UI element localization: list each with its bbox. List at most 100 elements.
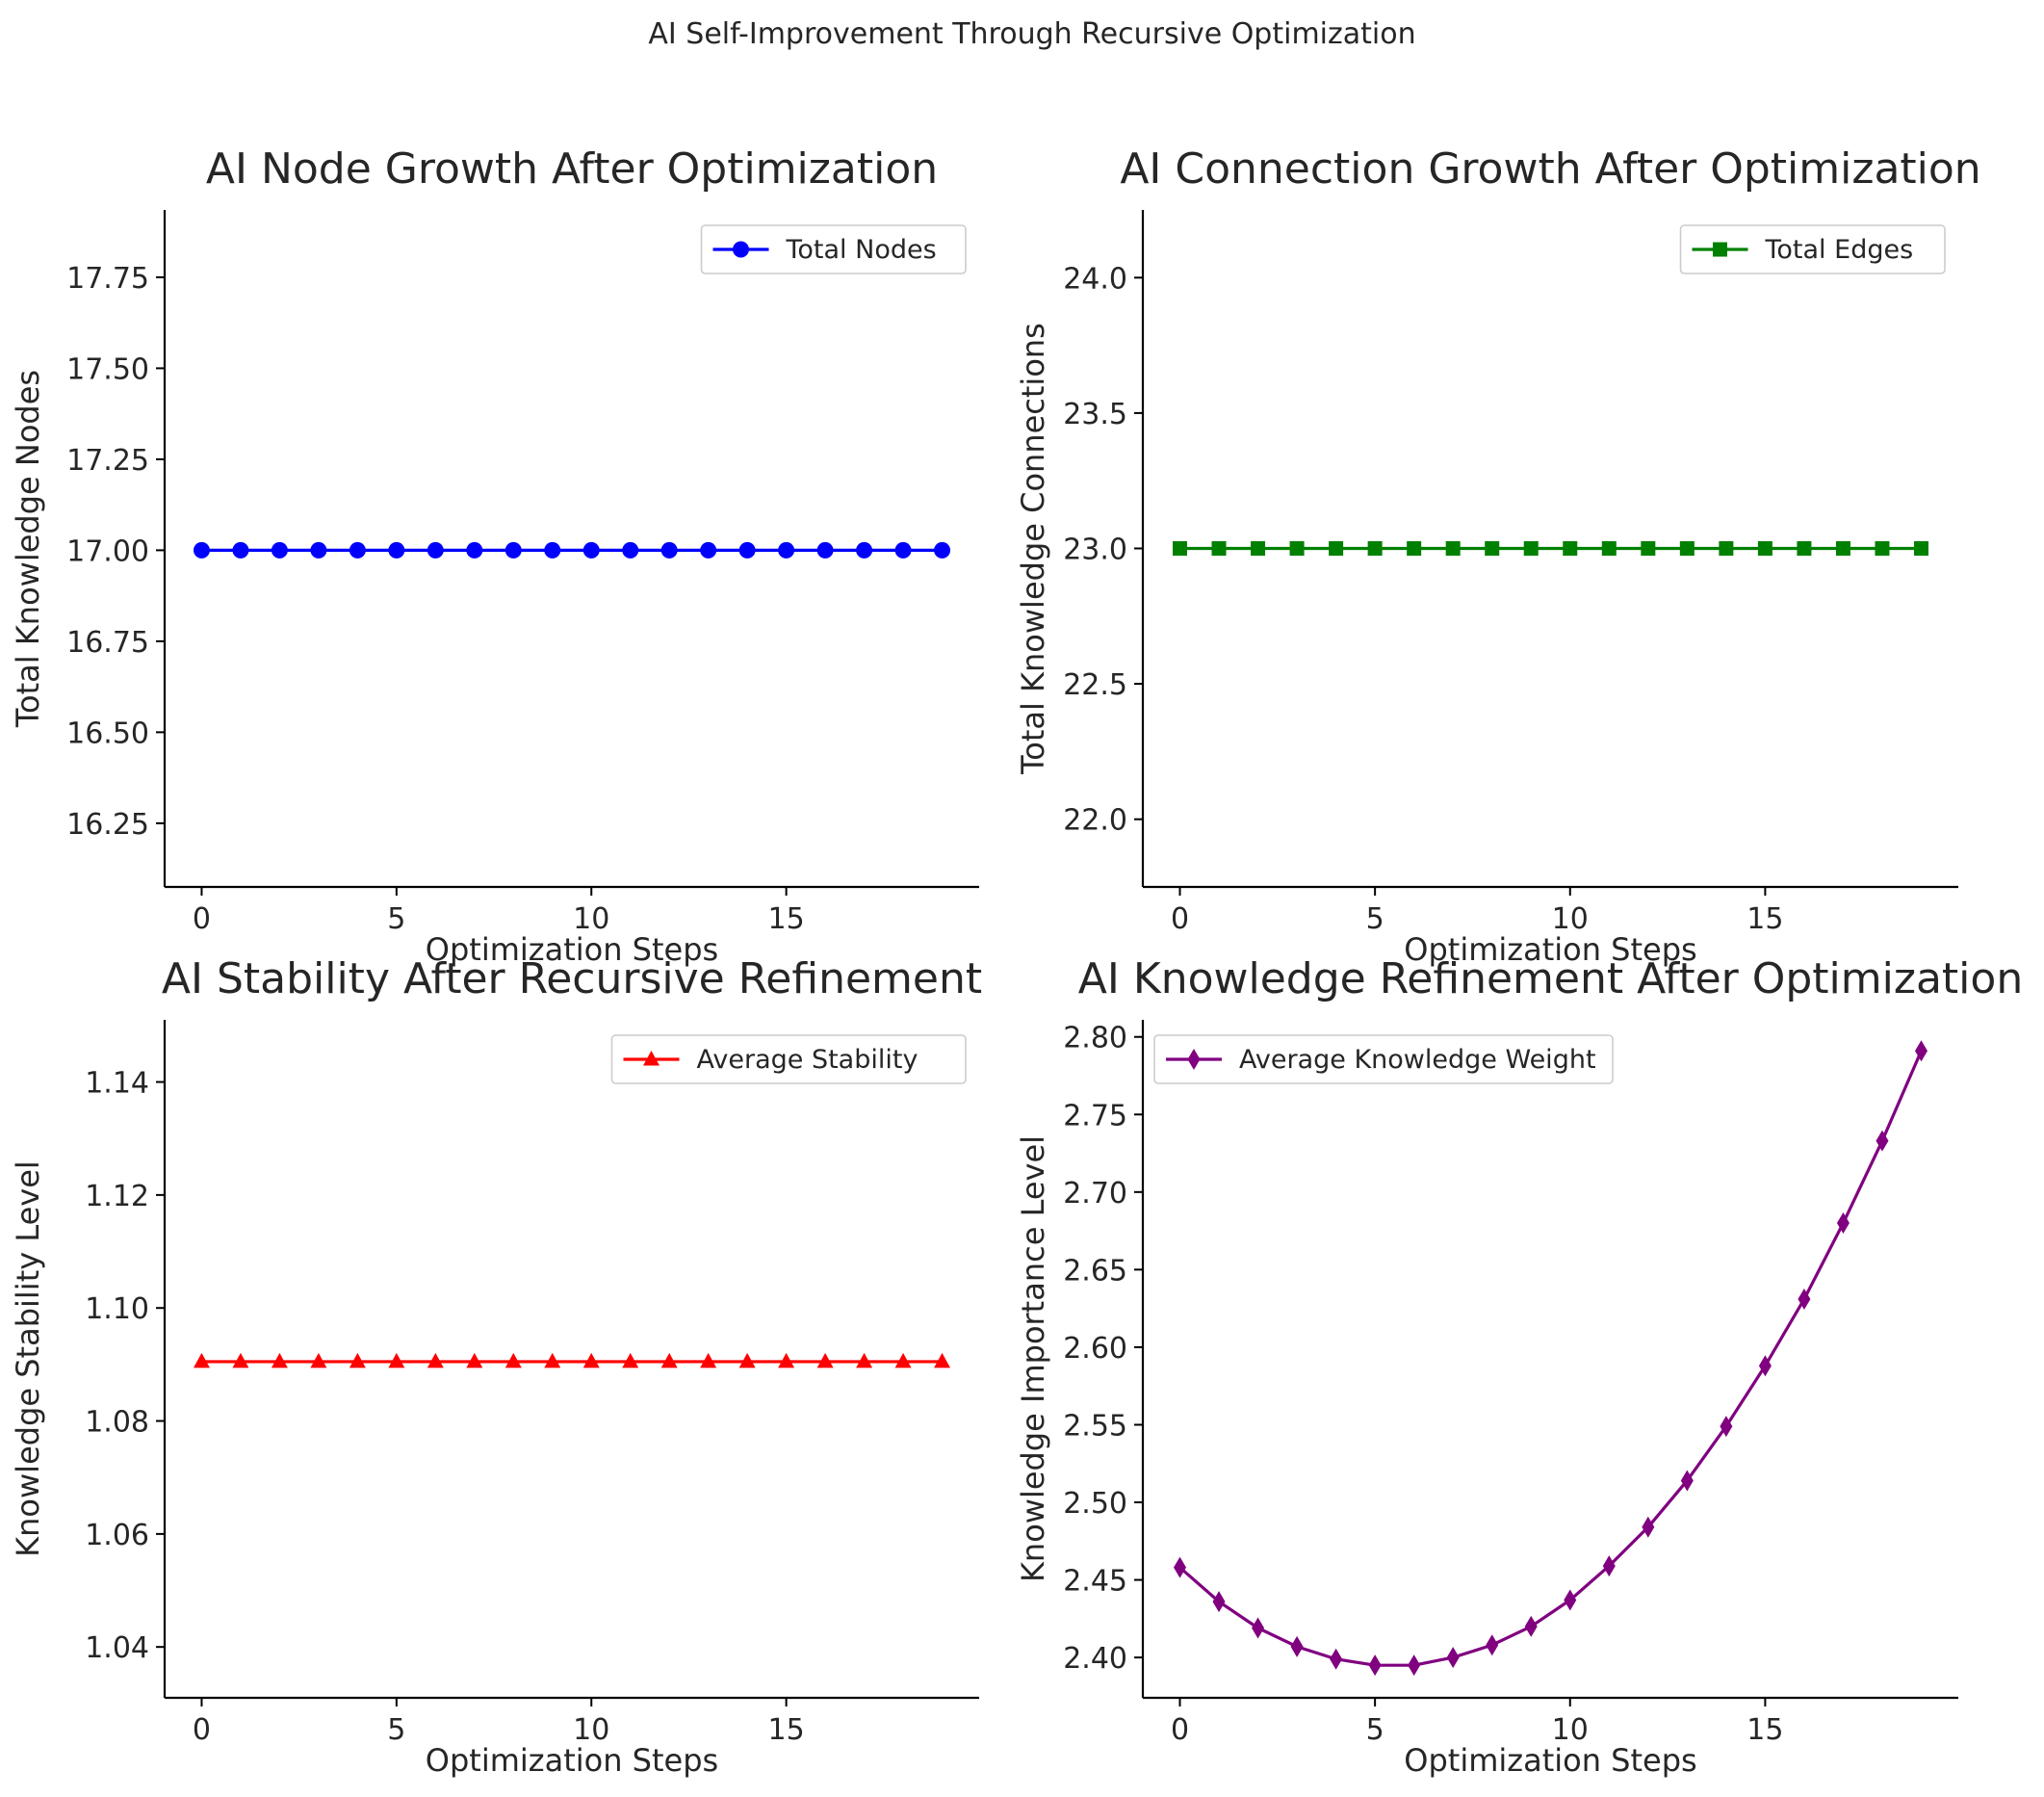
- data-point: [934, 541, 951, 559]
- data-point: [894, 541, 912, 559]
- y-tick-label: 2.65: [1063, 1254, 1127, 1288]
- data-point: [816, 1352, 834, 1368]
- data-point: [544, 1352, 561, 1368]
- data-point: [1757, 541, 1772, 556]
- x-tick-label: 5: [387, 902, 405, 936]
- legend-box: [1153, 1034, 1614, 1084]
- data-point: [856, 1352, 873, 1368]
- data-point: [1601, 541, 1617, 556]
- data-point: [1330, 1648, 1343, 1670]
- x-axis-label: Optimization Steps: [1404, 931, 1696, 968]
- data-point: [232, 1352, 249, 1368]
- data-point: [466, 1352, 483, 1368]
- y-tick-label: 22.0: [1063, 804, 1127, 838]
- legend-label: Average Stability: [697, 1045, 919, 1075]
- y-axis-label: Total Knowledge Connections: [1015, 323, 1051, 775]
- legend-box: [1679, 224, 1946, 274]
- subplots: AI Node Growth After Optimization 0 5 10 15 1…: [10, 144, 2023, 1779]
- data-point: [1290, 1635, 1304, 1657]
- series-line: [1178, 1050, 1923, 1667]
- data-point: [271, 1352, 288, 1368]
- data-point: [1680, 1470, 1694, 1492]
- data-point: [700, 1352, 717, 1368]
- data-point: [1173, 541, 1187, 556]
- data-point: [1679, 541, 1695, 556]
- y-tick-label: 2.50: [1063, 1487, 1127, 1521]
- y-tick-label: 22.5: [1063, 668, 1127, 702]
- data-point: [310, 1352, 327, 1368]
- subplot-3: AI Stability After Recursive Refinement 0…: [10, 954, 982, 1779]
- legend-box: [700, 224, 967, 274]
- axis-title: AI Stability After Recursive Refinement: [162, 954, 982, 1003]
- data-point: [1485, 541, 1500, 556]
- data-point: [1445, 541, 1461, 556]
- data-point: [1486, 1634, 1499, 1656]
- y-tick-label: 2.70: [1063, 1177, 1127, 1211]
- data-point: [1289, 541, 1305, 556]
- legend-marker: [1713, 242, 1727, 257]
- data-point: [1719, 541, 1734, 556]
- legend-box: [610, 1034, 967, 1084]
- data-point: [466, 541, 483, 559]
- legend-marker: [1187, 1049, 1201, 1070]
- data-point: [700, 541, 717, 559]
- subplot-2: AI Connection Growth After Optimization 0…: [1015, 144, 1981, 968]
- y-tick-label: 17.00: [66, 534, 149, 568]
- y-tick-label: 16.25: [66, 808, 149, 842]
- y-tick-label: 2.80: [1063, 1022, 1127, 1055]
- data-point: [1212, 1591, 1226, 1613]
- x-tick-label: 0: [1171, 902, 1189, 936]
- data-point: [1914, 541, 1928, 556]
- y-tick-label: 23.5: [1063, 398, 1127, 431]
- data-point: [582, 1352, 600, 1368]
- data-point: [1252, 1617, 1265, 1639]
- y-tick-label: 1.14: [85, 1067, 149, 1101]
- x-tick-label: 15: [1746, 1713, 1783, 1747]
- data-point: [388, 1352, 405, 1368]
- data-point: [660, 541, 678, 559]
- x-tick-label: 15: [1746, 902, 1783, 936]
- data-point: [193, 1352, 210, 1368]
- data-point: [310, 541, 327, 559]
- data-point: [1642, 1516, 1655, 1538]
- data-point: [1835, 541, 1850, 556]
- data-point: [934, 1352, 951, 1368]
- x-axis-label: Optimization Steps: [426, 1742, 718, 1779]
- y-tick-label: 17.75: [66, 262, 149, 296]
- data-point: [232, 541, 249, 559]
- data-point: [738, 1352, 756, 1368]
- figure-suptitle: AI Self-Improvement Through Recursive Op…: [648, 17, 1415, 51]
- y-tick-label: 1.06: [85, 1519, 149, 1552]
- data-point: [778, 1352, 795, 1368]
- data-point: [427, 541, 444, 559]
- axis-title: AI Knowledge Refinement After Optimizati…: [1078, 954, 2023, 1003]
- data-point: [1797, 541, 1812, 556]
- data-point: [1407, 541, 1422, 556]
- data-point: [1564, 1589, 1577, 1611]
- data-point: [1446, 1647, 1460, 1669]
- data-point: [1524, 1615, 1538, 1637]
- data-point: [778, 541, 795, 559]
- subplot-1: AI Node Growth After Optimization 0 5 10 15 1…: [10, 144, 979, 968]
- data-point: [622, 541, 639, 559]
- y-tick-label: 2.45: [1063, 1565, 1127, 1599]
- data-point: [856, 541, 873, 559]
- data-point: [544, 541, 561, 559]
- y-tick-label: 17.50: [66, 352, 149, 386]
- data-point: [388, 541, 405, 559]
- legend-label: Total Edges: [1765, 235, 1914, 265]
- data-point: [1758, 1355, 1772, 1377]
- x-tick-label: 0: [193, 902, 211, 936]
- x-tick-label: 5: [1366, 902, 1384, 936]
- y-tick-label: 1.12: [85, 1180, 149, 1213]
- data-point: [1563, 541, 1578, 556]
- data-point: [1329, 541, 1344, 556]
- data-point: [1875, 541, 1890, 556]
- y-tick-label: 2.60: [1063, 1332, 1127, 1366]
- y-tick-label: 16.75: [66, 626, 149, 660]
- data-point: [1174, 1556, 1186, 1578]
- legend-label: Total Nodes: [786, 235, 937, 265]
- data-point: [271, 541, 288, 559]
- y-tick-label: 1.08: [85, 1406, 149, 1440]
